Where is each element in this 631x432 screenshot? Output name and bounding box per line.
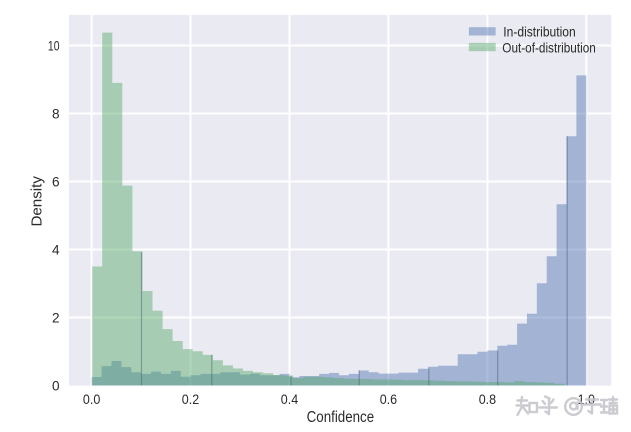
svg-text:0.8: 0.8: [479, 392, 496, 407]
svg-text:0.2: 0.2: [182, 392, 199, 407]
svg-text:10: 10: [48, 38, 60, 53]
svg-text:2: 2: [52, 310, 60, 325]
svg-text:8: 8: [52, 106, 60, 121]
svg-text:0.4: 0.4: [281, 392, 299, 407]
svg-text:0.6: 0.6: [380, 392, 397, 407]
svg-text:Confidence: Confidence: [307, 409, 375, 426]
svg-text:Density: Density: [29, 175, 45, 226]
svg-text:6: 6: [52, 174, 60, 189]
svg-text:In-distribution: In-distribution: [503, 25, 575, 40]
svg-text:Out-of-distribution: Out-of-distribution: [502, 40, 596, 55]
svg-text:0.0: 0.0: [83, 392, 101, 407]
svg-text:4: 4: [52, 242, 60, 257]
svg-text:0: 0: [52, 378, 60, 393]
